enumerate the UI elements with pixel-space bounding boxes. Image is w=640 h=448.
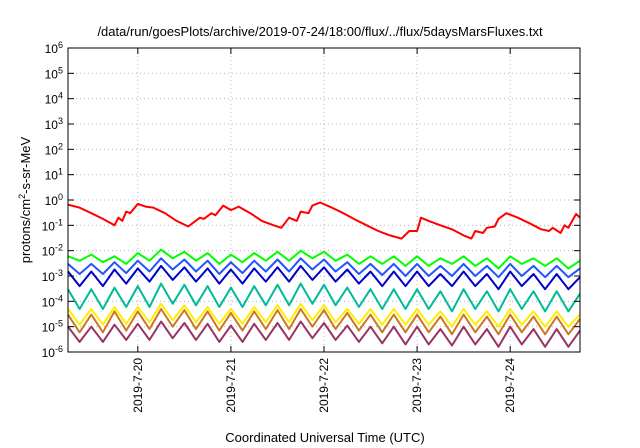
x-tick-label: 2019-7-21 <box>224 358 238 413</box>
y-axis-label: protons/cm2-s-sr-MeV <box>17 136 33 263</box>
x-tick-label: 2019-7-20 <box>131 358 145 413</box>
series-line-4 <box>67 282 581 313</box>
series-line-5 <box>67 302 581 328</box>
y-tick-label: 104 <box>45 91 63 107</box>
y-tick-label: 105 <box>45 65 63 81</box>
y-tick-label: 10-3 <box>42 268 63 284</box>
y-tick-label: 103 <box>45 116 63 132</box>
y-tick-label: 101 <box>45 167 63 183</box>
y-tick-label: 10-5 <box>42 319 63 335</box>
y-tick-label: 10-1 <box>42 217 63 233</box>
x-axis-label: Coordinated Universal Time (UTC) <box>225 430 424 445</box>
series-line-6 <box>67 308 581 336</box>
x-tick-label: 2019-7-23 <box>410 358 424 413</box>
chart-title: /data/run/goesPlots/archive/2019-07-24/1… <box>97 24 543 39</box>
y-axis-label-suffix: -s-sr-MeV <box>18 136 33 193</box>
y-tick-label: 10-4 <box>42 293 63 309</box>
y-axis-label-prefix: protons/cm <box>18 199 33 263</box>
y-tick-label: 10-2 <box>42 243 63 259</box>
x-axis: 2019-7-20 2019-7-21 2019-7-22 2019-7-23 2019… <box>131 48 517 413</box>
y-tick-label: 10-6 <box>42 344 63 360</box>
y-tick-label: 106 <box>45 40 63 56</box>
series-line-0 <box>67 201 581 240</box>
y-tick-label: 102 <box>45 141 63 157</box>
series-group <box>67 201 581 348</box>
series-line-2 <box>67 257 581 279</box>
y-axis: 10-6 10-5 10-4 10-3 10-2 10-1 100 101 102 103 104 1… <box>42 40 580 360</box>
x-tick-label: 2019-7-24 <box>503 358 517 413</box>
series-line-1 <box>67 248 581 270</box>
y-tick-label: 100 <box>45 192 63 208</box>
series-line-7 <box>67 320 581 348</box>
series-line-3 <box>67 264 581 291</box>
y-axis-label-sup: 2 <box>17 194 27 199</box>
x-tick-label: 2019-7-22 <box>317 358 331 413</box>
